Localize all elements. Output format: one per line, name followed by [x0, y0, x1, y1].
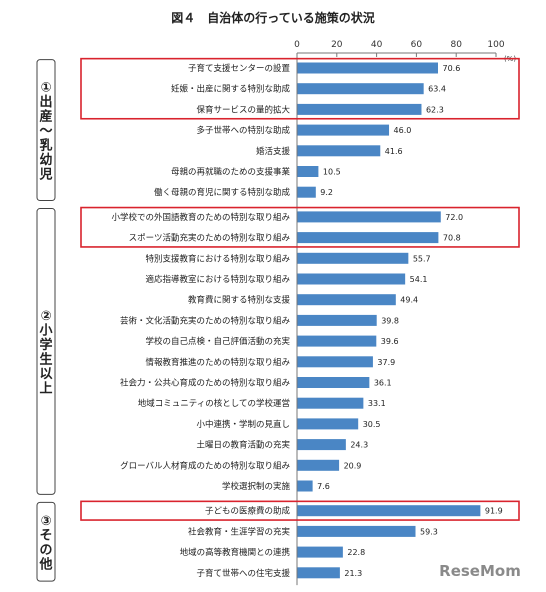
bar — [297, 252, 409, 264]
data-label: 55.7 — [413, 254, 431, 263]
category-label: 情報教育推進のための特別な取り組み — [145, 357, 290, 368]
bar — [297, 525, 416, 537]
category-label: 子育て支援センターの設置 — [188, 63, 291, 74]
data-label: 63.4 — [428, 85, 446, 94]
data-label: 46.0 — [394, 126, 412, 135]
category-label: 小学校での外国語教育のための特別な取り組み — [111, 212, 290, 223]
bar — [297, 356, 373, 368]
group-bracket — [36, 208, 56, 495]
data-label: 22.8 — [347, 548, 365, 557]
x-tick-label: 60 — [411, 40, 423, 50]
category-label: 地域コミュニティの核としての学校運営 — [138, 398, 290, 409]
bar — [297, 418, 359, 430]
bar — [297, 166, 319, 177]
category-label: スポーツ活動充実のための特別な取り組み — [129, 233, 291, 244]
highlight-box — [80, 206, 520, 248]
category-label: 適応指導教室における特別な取り組み — [145, 274, 290, 285]
bar — [297, 83, 424, 95]
category-label: 子育て世帯への住宅支援 — [196, 568, 290, 579]
data-label: 39.8 — [381, 316, 399, 325]
category-label: 学校の自己点検・自己評価活動の充実 — [145, 336, 290, 347]
category-label: 子どもの医療費の助成 — [205, 506, 291, 517]
data-label: 10.5 — [323, 168, 341, 177]
x-tick-label: 100 — [487, 40, 504, 50]
group-label: ① 出産～乳幼児 — [38, 81, 52, 183]
group-bracket — [36, 501, 56, 582]
highlight-box — [80, 500, 520, 521]
bar — [297, 397, 364, 409]
bar — [297, 124, 390, 136]
data-label: 72.0 — [445, 213, 463, 222]
category-label: 学校選択制の実施 — [222, 481, 291, 492]
bar — [297, 335, 377, 347]
bars: 子育て支援センターの設置 70.6 妊娠・出産に関する特別な助成 63.4 保育サービス… — [111, 62, 503, 579]
category-label: 婚活支援 — [256, 146, 291, 157]
data-label: 59.3 — [420, 527, 438, 536]
bar — [297, 505, 481, 517]
category-label: 地域の高等教育機関との連携 — [180, 547, 290, 558]
bar — [297, 314, 377, 326]
bar — [297, 62, 438, 74]
data-label: 70.6 — [442, 64, 460, 73]
data-label: 41.6 — [385, 147, 403, 156]
data-label: 39.6 — [381, 337, 399, 346]
category-label: 働く母親の育児に関する特別な助成 — [154, 187, 291, 198]
bar — [297, 459, 340, 471]
bar — [297, 480, 313, 492]
bar — [297, 145, 381, 157]
x-tick-label: 80 — [450, 40, 462, 50]
data-label: 70.8 — [443, 234, 461, 243]
bar — [297, 294, 396, 306]
category-label: 母親の再就職のための支援事業 — [171, 167, 291, 178]
category-label: 小中連携・学制の見直し — [196, 419, 290, 430]
data-label: 54.1 — [410, 275, 428, 284]
data-label: 9.2 — [320, 188, 333, 197]
data-label: 91.9 — [485, 507, 503, 516]
category-label: グローバル人材育成のための特別な取り組み — [120, 460, 290, 471]
category-label: 教育費に関する特別な支援 — [188, 295, 291, 306]
category-label: 保育サービスの量的拡大 — [196, 104, 290, 115]
category-label: 妊娠・出産に関する特別な助成 — [171, 84, 291, 95]
category-label: 芸術・文化活動充実のための特別な取り組み — [120, 315, 291, 326]
data-label: 37.9 — [377, 358, 395, 367]
category-label: 土曜日の教育活動の充実 — [196, 440, 290, 451]
data-label: 7.6 — [317, 482, 330, 491]
bar — [297, 186, 316, 198]
x-tick-label: 0 — [294, 40, 300, 50]
group-bracket — [36, 59, 56, 202]
x-tick-label: 20 — [331, 40, 343, 50]
group-label: ③ その他 — [38, 514, 52, 573]
group-brackets: ① 出産～乳幼児 ② 小学生以上 ③ その他 — [36, 59, 56, 582]
category-label: 多子世帯への特別な助成 — [196, 125, 290, 136]
x-tick-label: 40 — [371, 40, 383, 50]
highlight-boxes — [80, 57, 520, 521]
bar — [297, 567, 340, 579]
highlight-box — [80, 57, 520, 120]
data-label: 33.1 — [368, 399, 386, 408]
category-label: 社会力・公共心育成のための特別な取り組み — [120, 378, 291, 389]
x-axis: 0 20 40 60 80 100 — [294, 40, 505, 586]
bar — [297, 377, 370, 388]
data-label: 20.9 — [344, 461, 362, 470]
bar — [297, 211, 441, 223]
group-label: ② 小学生以上 — [39, 309, 52, 397]
data-label: 36.1 — [374, 379, 392, 388]
chart-title: 図４ 自治体の行っている施策の状況 — [171, 10, 374, 25]
bar — [297, 103, 422, 115]
watermark-logo: ReseMom — [439, 562, 521, 580]
data-label: 24.3 — [350, 441, 368, 450]
data-label: 62.3 — [426, 105, 444, 114]
category-label: 特別支援教育における特別な取り組み — [145, 253, 290, 264]
category-label: 社会教育・生涯学習の充実 — [188, 526, 291, 537]
bar — [297, 439, 346, 451]
bar — [297, 232, 439, 244]
data-label: 21.3 — [344, 569, 362, 578]
data-label: 49.4 — [400, 296, 418, 305]
data-label: 30.5 — [363, 420, 381, 429]
bar — [297, 546, 343, 558]
bar — [297, 273, 406, 285]
